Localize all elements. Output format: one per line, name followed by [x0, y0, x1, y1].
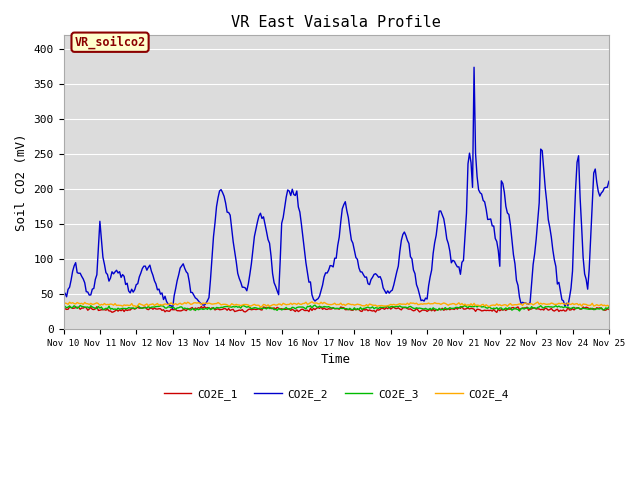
CO2E_1 — [75, 304, 83, 310]
CO2E_2 — [75, 270, 83, 276]
CO2E_3 — [372, 305, 380, 311]
CO2E_1 — [402, 305, 410, 311]
CO2E_2 — [402, 233, 410, 239]
Line: CO2E_2: CO2E_2 — [63, 67, 609, 309]
CO2E_3 — [605, 304, 612, 310]
Line: CO2E_1: CO2E_1 — [63, 307, 609, 312]
CO2E_1 — [372, 309, 380, 315]
CO2E_3 — [516, 308, 524, 314]
CO2E_4 — [308, 299, 316, 305]
CO2E_1 — [493, 310, 500, 315]
CO2E_3 — [75, 304, 83, 310]
CO2E_3 — [161, 305, 169, 311]
Text: VR_soilco2: VR_soilco2 — [74, 36, 146, 49]
CO2E_2 — [372, 271, 380, 276]
Y-axis label: Soil CO2 (mV): Soil CO2 (mV) — [15, 133, 28, 231]
CO2E_3 — [60, 304, 67, 310]
CO2E_2 — [169, 306, 177, 312]
CO2E_3 — [311, 302, 319, 308]
X-axis label: Time: Time — [321, 353, 351, 366]
CO2E_1 — [60, 307, 67, 312]
CO2E_4 — [161, 301, 169, 307]
CO2E_4 — [392, 302, 399, 308]
CO2E_3 — [390, 304, 397, 310]
CO2E_2 — [161, 293, 169, 299]
Line: CO2E_3: CO2E_3 — [63, 305, 609, 311]
CO2E_4 — [373, 303, 381, 309]
Line: CO2E_4: CO2E_4 — [63, 302, 609, 307]
CO2E_3 — [402, 304, 410, 310]
CO2E_2 — [605, 179, 612, 184]
CO2E_2 — [541, 185, 549, 191]
Legend: CO2E_1, CO2E_2, CO2E_3, CO2E_4: CO2E_1, CO2E_2, CO2E_3, CO2E_4 — [159, 384, 513, 404]
CO2E_3 — [541, 304, 549, 310]
CO2E_2 — [60, 295, 67, 300]
CO2E_4 — [605, 303, 612, 309]
CO2E_4 — [541, 301, 549, 307]
CO2E_1 — [161, 309, 169, 315]
CO2E_1 — [605, 307, 612, 312]
CO2E_4 — [75, 300, 83, 306]
CO2E_1 — [541, 305, 549, 311]
CO2E_2 — [470, 64, 478, 70]
Title: VR East Vaisala Profile: VR East Vaisala Profile — [231, 15, 441, 30]
CO2E_2 — [390, 282, 397, 288]
CO2E_4 — [404, 300, 412, 306]
CO2E_4 — [60, 301, 67, 307]
CO2E_4 — [257, 304, 264, 310]
CO2E_1 — [198, 304, 205, 310]
CO2E_1 — [390, 304, 397, 310]
